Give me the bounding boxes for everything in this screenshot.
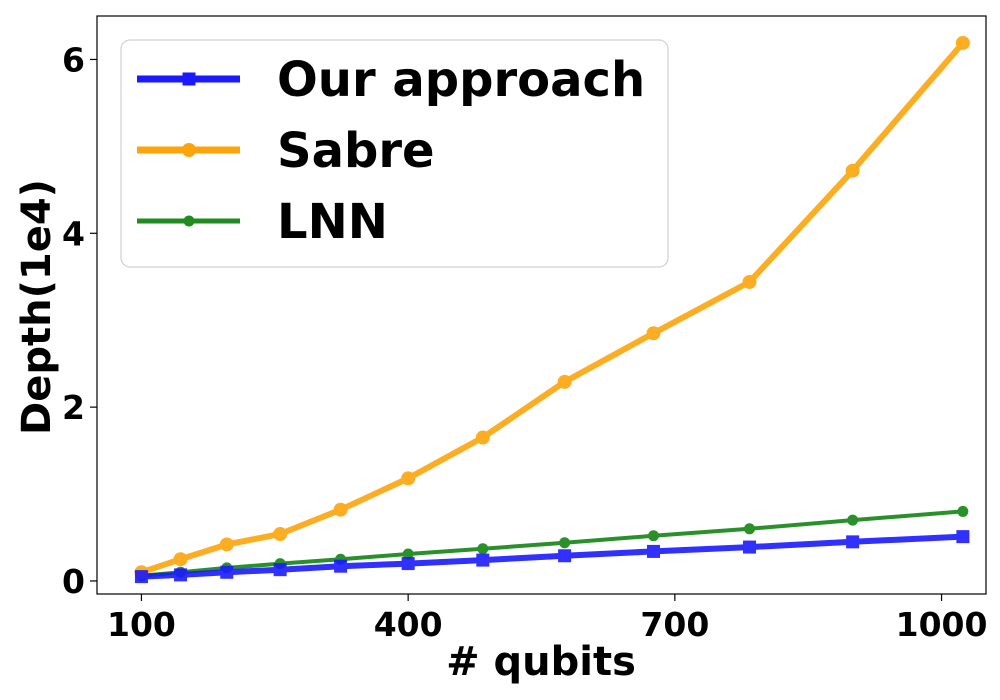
series-line-lnn [139, 509, 965, 578]
legend-label-our-approach: Our approach [277, 52, 645, 108]
y-tick-label: 2 [62, 388, 85, 427]
y-tick-label: 6 [62, 40, 85, 79]
data-point-our-approach [334, 559, 348, 573]
data-point-our-approach [743, 540, 757, 554]
data-point-our-approach [401, 557, 415, 571]
data-point-sabre [742, 274, 757, 289]
series-line-our-approach [138, 533, 966, 580]
legend-label-sabre: Sabre [277, 123, 435, 179]
data-point-our-approach [558, 549, 572, 563]
data-point-our-approach [220, 565, 234, 579]
data-point-lnn [744, 523, 756, 535]
data-point-our-approach [956, 530, 970, 544]
y-tick-label: 4 [62, 214, 85, 253]
legend-marker-sabre [182, 143, 196, 157]
data-point-sabre [219, 537, 234, 552]
series-sabre [134, 35, 970, 580]
data-point-sabre [333, 502, 348, 517]
data-point-sabre [173, 552, 188, 567]
data-point-sabre [475, 430, 490, 445]
data-point-sabre [401, 471, 416, 486]
plot-frame [96, 15, 987, 595]
data-point-lnn [648, 530, 660, 542]
legend-entries [137, 72, 240, 227]
legend-label-lnn: LNN [277, 194, 388, 250]
data-point-lnn [402, 548, 414, 560]
legend: Our approach Sabre LNN [120, 39, 669, 268]
data-point-our-approach [134, 570, 148, 584]
series-layer [134, 35, 970, 584]
data-point-sabre [955, 35, 970, 50]
y-tick-label: 0 [62, 562, 85, 601]
data-point-our-approach [476, 553, 490, 567]
data-point-our-approach [273, 563, 287, 577]
y-axis-label: Depth(1e4) [14, 179, 60, 435]
data-point-our-approach [647, 544, 661, 558]
data-point-our-approach [174, 568, 188, 582]
x-tick-label: 100 [107, 605, 176, 644]
x-tick-label: 400 [374, 605, 443, 644]
x-tick-label: 1000 [896, 605, 988, 644]
x-axis-label: # qubits [446, 639, 636, 685]
data-point-our-approach [846, 535, 860, 549]
data-point-sabre [646, 326, 661, 341]
data-point-sabre [273, 527, 288, 542]
series-line-sabre [138, 39, 966, 576]
axis-ticks: 100 400 700 1000 0 2 4 6 [62, 40, 987, 644]
data-point-sabre [557, 374, 572, 389]
legend-box [120, 39, 669, 268]
data-point-sabre [845, 163, 860, 178]
legend-marker-lnn [183, 215, 195, 227]
x-tick-label: 700 [640, 605, 709, 644]
data-point-lnn [477, 543, 489, 555]
data-point-lnn [847, 514, 859, 526]
legend-marker-our-approach [182, 72, 196, 86]
data-point-lnn [559, 537, 571, 549]
series-our-approach [134, 530, 970, 584]
data-point-lnn [957, 505, 969, 517]
